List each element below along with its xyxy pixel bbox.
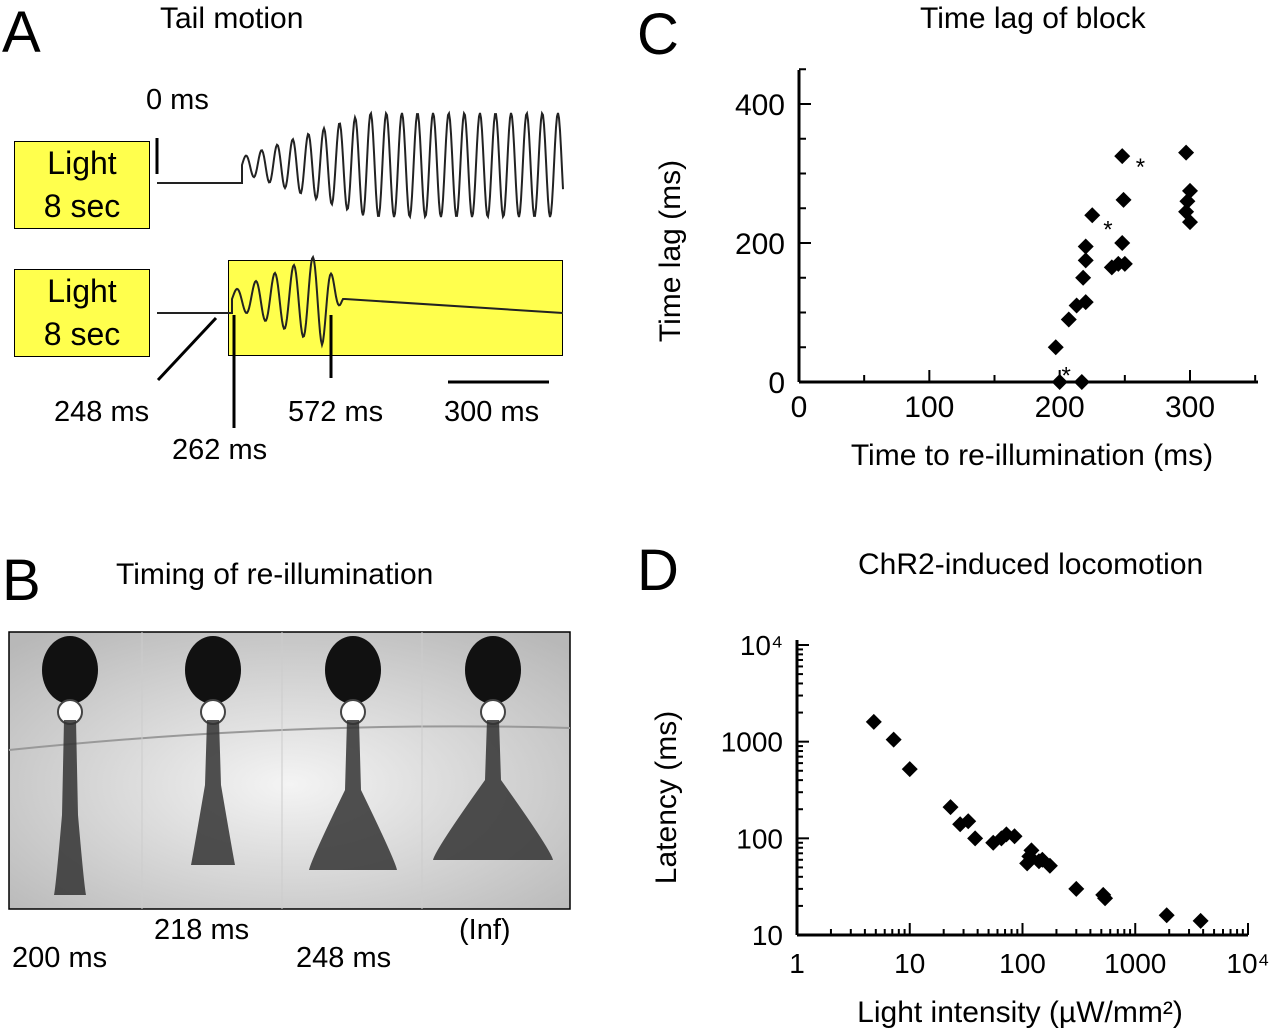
panel-c-title: Time lag of block	[920, 2, 1146, 35]
marker-572-label: 572 ms	[288, 396, 384, 428]
x-tick-label: 0	[791, 391, 808, 424]
x-axis-label: Time to re-illumination (ms)	[851, 439, 1213, 472]
data-point	[1073, 374, 1090, 390]
y-tick-label: 200	[735, 228, 785, 261]
y-axis-label: Time lag (ms)	[654, 160, 687, 342]
data-point	[1077, 238, 1094, 255]
y-tick-label: 100	[736, 823, 783, 854]
data-point	[1077, 294, 1094, 311]
panel-a-letter: A	[2, 0, 41, 65]
data-point	[885, 731, 902, 748]
frame-label-248: 248 ms	[296, 942, 392, 974]
tail-trace-blocked	[157, 254, 564, 349]
data-point	[1075, 269, 1092, 286]
frame-label-218: 218 ms	[154, 914, 250, 946]
data-point	[960, 813, 977, 830]
frame-label-inf: (Inf)	[459, 914, 511, 946]
y-tick-label: 400	[735, 89, 785, 122]
x-tick-label: 300	[1165, 391, 1215, 424]
light-box-top-line2: 8 sec	[43, 188, 121, 224]
fish-head	[42, 636, 98, 704]
tail-trace-full	[157, 110, 564, 220]
y-axis-label: Latency (ms)	[650, 711, 683, 884]
panel-d-title: ChR2-induced locomotion	[858, 548, 1204, 581]
x-tick-label: 10	[894, 948, 925, 979]
fish-head	[325, 636, 381, 704]
data-point	[1051, 374, 1068, 390]
marker-248-label: 248 ms	[54, 396, 150, 428]
x-tick-label: 100	[999, 948, 1046, 979]
panel-b-title: Timing of re-illumination	[116, 558, 434, 591]
scalebar-label: 300 ms	[444, 396, 540, 428]
panel-a-title: Tail motion	[160, 2, 304, 35]
marker-262-label: 262 ms	[172, 434, 268, 466]
data-point	[1116, 255, 1133, 272]
data-point	[1077, 252, 1094, 269]
significance-asterisk: *	[1103, 217, 1112, 244]
fish-tail	[433, 720, 553, 860]
light-box-top: Light 8 sec	[14, 141, 150, 229]
data-point	[1041, 857, 1058, 874]
x-tick-label: 1000	[1104, 948, 1166, 979]
fish-head	[465, 636, 521, 704]
fish-tail	[191, 720, 235, 865]
data-point	[1192, 912, 1209, 929]
frame-label-200: 200 ms	[12, 942, 108, 974]
data-point	[1060, 311, 1077, 328]
reillumination-box	[228, 260, 563, 356]
y-tick-label: 10⁴	[740, 630, 783, 661]
panel-c-letter: C	[637, 2, 679, 67]
x-tick-label: 100	[904, 391, 954, 424]
significance-asterisk: *	[1136, 154, 1145, 181]
data-point	[967, 830, 984, 847]
data-point	[1115, 191, 1132, 208]
data-point	[1182, 214, 1198, 231]
significance-asterisk: *	[1062, 362, 1071, 389]
y-tick-label: 1000	[721, 727, 783, 758]
data-point	[1068, 880, 1085, 897]
x-tick-label: 10⁴	[1226, 948, 1269, 979]
data-point	[1178, 144, 1195, 161]
data-point	[1179, 193, 1196, 210]
x-tick-label: 200	[1035, 391, 1085, 424]
zero-ms-label: 0 ms	[146, 84, 209, 116]
data-point	[1084, 207, 1101, 224]
data-point	[942, 799, 959, 816]
data-point	[901, 761, 918, 778]
panel-d-letter: D	[637, 538, 679, 603]
x-tick-label: 1	[789, 948, 805, 979]
data-point	[1006, 828, 1023, 845]
light-box-bottom: Light 8 sec	[14, 269, 150, 357]
data-point	[865, 713, 882, 730]
marker-248-line	[156, 316, 218, 382]
y-tick-label: 10	[752, 920, 783, 951]
fish-tail	[54, 720, 86, 895]
data-point	[1103, 259, 1120, 276]
panel-b-letter: B	[2, 548, 41, 613]
data-point	[1023, 842, 1040, 859]
light-box-bottom-line2: 8 sec	[43, 316, 121, 352]
x-axis-label: Light intensity (µW/mm²)	[857, 996, 1183, 1029]
fish-tail	[309, 720, 397, 870]
fish-head	[185, 636, 241, 704]
data-point	[1114, 235, 1131, 251]
light-box-top-line1: Light	[47, 145, 117, 181]
data-point	[1158, 907, 1175, 924]
light-box-bottom-line1: Light	[47, 273, 117, 309]
data-point	[1097, 890, 1114, 907]
data-point	[1114, 148, 1131, 165]
data-point	[1047, 339, 1064, 356]
y-tick-label: 0	[768, 367, 785, 400]
